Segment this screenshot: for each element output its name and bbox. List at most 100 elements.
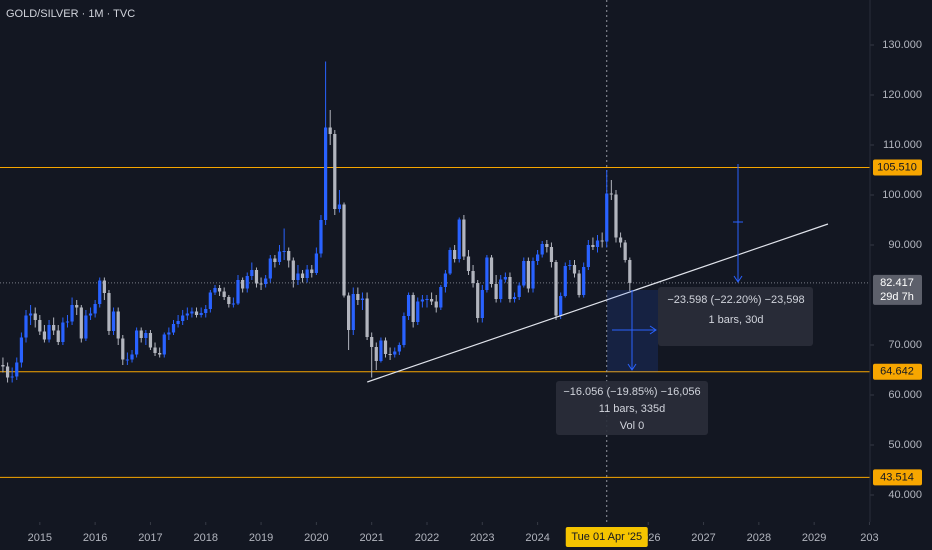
candle-body — [476, 283, 480, 318]
candle-body — [328, 127, 332, 134]
candle-body — [351, 294, 355, 330]
y-tick-label: 110.000 — [883, 139, 922, 151]
candle-body — [310, 269, 314, 273]
candle-body — [148, 333, 153, 348]
candle-body — [323, 127, 328, 220]
crosshair-label: Tue 01 Apr '25 — [571, 531, 642, 543]
candle-body — [549, 247, 554, 262]
candle-body — [241, 280, 245, 289]
y-tick-label: 70.000 — [888, 339, 922, 351]
candle-body — [1, 365, 5, 367]
x-tick-label: 2029 — [802, 532, 826, 544]
measure-box — [658, 287, 813, 346]
candle-body — [559, 296, 563, 316]
candle-body — [393, 351, 397, 355]
candle-body — [15, 362, 19, 377]
countdown-label: 29d 7h — [880, 291, 914, 303]
candle-body — [47, 325, 51, 340]
candle-body — [300, 273, 305, 278]
candle-body — [614, 194, 618, 238]
candle-body — [121, 338, 125, 360]
candle-body — [305, 269, 309, 278]
candle-body — [314, 253, 318, 273]
candle-body — [144, 333, 148, 338]
candle-body — [10, 376, 14, 378]
candle-body — [462, 219, 466, 257]
candle-body — [448, 250, 452, 274]
candle-body — [480, 290, 484, 318]
candle-body — [79, 307, 83, 339]
candle-body — [208, 292, 212, 309]
candle-body — [277, 251, 282, 262]
candle-body — [453, 250, 457, 259]
candle-body — [540, 244, 544, 255]
x-tick-label: 2022 — [415, 532, 439, 544]
candle-body — [425, 299, 429, 300]
candle-body — [98, 280, 102, 304]
x-tick-label: 2017 — [138, 532, 162, 544]
candle-body — [471, 271, 475, 283]
x-tick-label: 2021 — [359, 532, 383, 544]
candle-body — [337, 204, 342, 209]
candle-body — [591, 245, 595, 247]
candle-body — [130, 354, 134, 360]
x-tick-label: 2015 — [28, 532, 52, 544]
x-tick-label: 2019 — [249, 532, 273, 544]
candle-body — [190, 311, 194, 314]
candle-body — [158, 353, 162, 355]
candle-body — [268, 258, 272, 279]
candle-body — [65, 321, 70, 323]
candle-body — [535, 254, 540, 261]
candle-body — [411, 295, 415, 322]
candle-body — [609, 193, 613, 195]
candle-body — [250, 270, 254, 276]
candle-body — [56, 330, 60, 342]
x-tick-label: 2028 — [747, 532, 771, 544]
crosshair-label-box — [565, 527, 648, 547]
candle-body — [443, 273, 448, 287]
candle-body — [434, 301, 438, 308]
candle-body — [199, 313, 203, 315]
candle-body — [545, 244, 549, 247]
candle-body — [319, 220, 323, 254]
candle-body — [282, 251, 286, 252]
candle-body — [5, 366, 10, 378]
candle-body — [254, 270, 259, 284]
candle-body — [287, 251, 291, 261]
candle-body — [264, 278, 268, 284]
candle-body — [125, 359, 129, 361]
candle-body — [623, 242, 627, 260]
candle-body — [194, 311, 199, 315]
candle-body — [19, 337, 24, 363]
candle-body — [600, 240, 604, 242]
candle-body — [75, 305, 79, 308]
x-tick-label: 2027 — [691, 532, 715, 544]
candle-body — [259, 283, 263, 285]
candle-body — [512, 297, 517, 299]
candle-body — [88, 313, 93, 316]
candle-body — [370, 337, 374, 347]
x-tick-label: 2024 — [525, 532, 549, 544]
x-tick-label: 2023 — [470, 532, 494, 544]
x-tick-label: 2018 — [194, 532, 218, 544]
candle-body — [273, 258, 277, 262]
candle-body — [139, 330, 143, 338]
last-price-box — [873, 274, 922, 305]
candle-body — [503, 277, 507, 280]
x-tick-label: 2016 — [83, 532, 107, 544]
candle-body — [522, 261, 526, 286]
candle-body — [457, 219, 461, 259]
candle-body — [347, 295, 351, 330]
candle-body — [291, 260, 295, 280]
measure-text: −23.598 (−22.20%) −23,598 — [667, 294, 804, 306]
candle-body — [618, 237, 623, 243]
candle-body — [402, 316, 406, 345]
candle-body — [93, 304, 97, 314]
candle-body — [204, 309, 208, 313]
candle-body — [181, 315, 185, 321]
candle-body — [416, 301, 420, 322]
measure-arrows — [612, 164, 743, 371]
candle-body — [116, 311, 120, 339]
